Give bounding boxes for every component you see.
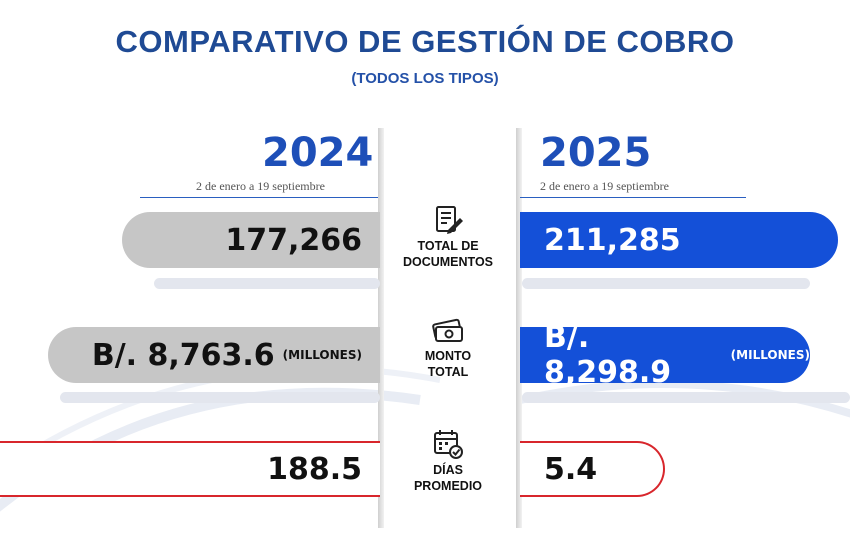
documents-2025-value: 211,285 [544,222,681,258]
documents-2024-value: 177,266 [225,222,362,258]
amount-2025-bar: B/. 8,298.9 (MILLONES) [520,320,810,390]
metric-days-label-1: DÍAS [433,463,463,477]
year-2024: 2024 [262,130,374,176]
documents-2024-bar: 177,266 [122,212,380,268]
days-2025-value: 5.4 [544,451,598,487]
year-rule-2025 [520,197,746,198]
bar-shadow [154,278,380,289]
amount-2024-value: B/. 8,763.6 [91,337,275,373]
date-range-2025: 2 de enero a 19 septiembre [540,179,669,193]
amount-2025-unit: (MILLONES) [730,348,810,362]
money-icon [432,318,463,342]
amount-2024-unit: (MILLONES) [282,348,362,362]
bar-shadow [60,392,380,403]
calendar-icon [434,430,463,459]
amount-2025-value: B/. 8,298.9 [544,320,672,390]
center-divider-left [378,128,384,528]
bar-shadow [522,392,850,403]
metric-documents: TOTAL DE DOCUMENTOS [378,204,518,270]
days-2024-box: 188.5 [0,441,380,497]
page-title: COMPARATIVO DE GESTIÓN DE COBRO [115,24,735,59]
metric-days-label-2: PROMEDIO [413,479,483,493]
metric-amount: MONTO TOTAL [378,316,518,380]
center-divider-right [516,128,522,528]
year-2025: 2025 [540,130,652,176]
days-2024-value: 188.5 [267,451,362,487]
metric-amount-label-1: MONTO [424,349,472,363]
amount-2024-bar: B/. 8,763.6 (MILLONES) [48,327,380,383]
metric-documents-label-1: TOTAL DE [417,239,479,253]
page-subtitle: (TODOS LOS TIPOS) [351,70,499,87]
metric-days: DÍAS PROMEDIO [378,428,518,494]
documents-2025-bar: 211,285 [520,212,838,268]
bar-shadow [522,278,810,289]
days-2025-box: 5.4 [520,441,665,497]
metric-documents-label-2: DOCUMENTOS [402,255,494,269]
date-range-2024: 2 de enero a 19 septiembre [196,179,325,193]
document-icon [436,206,463,234]
metric-amount-label-2: TOTAL [427,365,469,379]
year-rule-2024 [140,197,378,198]
